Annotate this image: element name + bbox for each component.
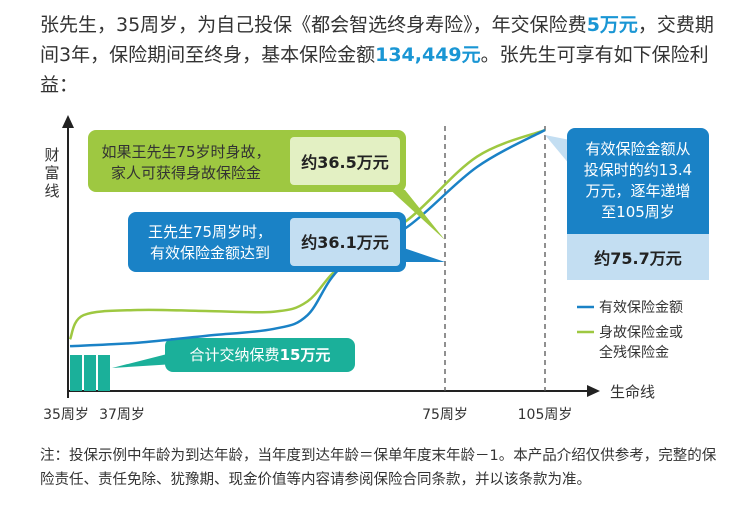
x-tick-75: 75周岁 (422, 407, 468, 423)
footnote: 注：投保示例中年龄为到达年龄，当年度到达年龄＝保单年度末年龄－1。本产品介绍仅供… (40, 448, 717, 488)
death-callout-line-2: 家人可获得身故保险金 (111, 164, 261, 182)
series-death-benefit-line (68, 128, 546, 340)
effective-sum-value-box (290, 218, 400, 266)
y-axis-arrow-icon (62, 115, 74, 128)
premium-callout-pointer (112, 352, 175, 368)
final-sum-value: 约75.7万元 (594, 249, 681, 268)
final-callout-line-2: 投保时的约13.4 (584, 161, 692, 179)
death-benefit-value-box (290, 137, 400, 185)
effective-callout-line-1: 王先生75周岁时， (148, 223, 272, 241)
legend-label-effective: 有效保险金额 (599, 300, 683, 316)
death-callout-line-1: 如果王先生75岁时身故， (101, 143, 270, 161)
x-tick-105: 105周岁 (518, 407, 573, 423)
final-callout-line-4: 至105周岁 (601, 203, 675, 221)
premium-callout (165, 338, 355, 372)
premium-bar-3 (98, 355, 110, 391)
y-axis-label-2: 富 (44, 164, 59, 182)
premium-bar-2 (84, 355, 96, 391)
intro-text-3: 。张先生可享有如下保险利益： (40, 44, 709, 96)
effective-callout-line-2: 有效保险金额达到 (150, 244, 270, 262)
final-callout-line-1: 有效保险金额从 (585, 140, 690, 158)
sum-assured-amount: 134,449元 (375, 44, 481, 66)
effective-callout-pointer (395, 245, 445, 262)
intro-paragraph: 张先生，35周岁，为自己投保《都会智选终身寿险》，年交保险费5万元，交费期间3年… (40, 10, 720, 100)
final-callout-line-3: 万元，逐年递增 (585, 182, 690, 200)
x-axis-label: 生命线 (610, 383, 655, 401)
y-axis-label-3: 线 (44, 182, 59, 200)
axes (62, 115, 600, 398)
y-axis-label-1: 财 (44, 146, 59, 164)
premium-callout-text: 合计交纳保费15万元 (190, 346, 331, 364)
final-sum-value-box (567, 234, 709, 280)
death-benefit-value: 约36.5万元 (301, 153, 388, 172)
x-tick-35: 35周岁 (43, 407, 89, 423)
final-callout-pointer (545, 135, 570, 165)
series-effective-sum-line (69, 128, 546, 348)
x-tick-37: 37周岁 (99, 407, 145, 423)
effective-sum-value: 约36.1万元 (301, 233, 388, 252)
legend-label-death-1: 身故保险金或 (599, 325, 683, 341)
premium-bar-1 (70, 355, 82, 391)
legend-label-death-2: 全残保险金 (599, 344, 669, 361)
x-axis-arrow-icon (587, 385, 600, 397)
legend: 有效保险金额 身故保险金或 全残保险金 (577, 300, 683, 361)
death-callout-pointer (385, 185, 445, 240)
intro-text-2: ，交费期间3年，保险期间至终身，基本保险金额 (40, 14, 714, 66)
intro-text-1: 张先生，35周岁，为自己投保《都会智选终身寿险》，年交保险费 (40, 14, 587, 36)
premium-amount: 5万元 (586, 14, 638, 36)
